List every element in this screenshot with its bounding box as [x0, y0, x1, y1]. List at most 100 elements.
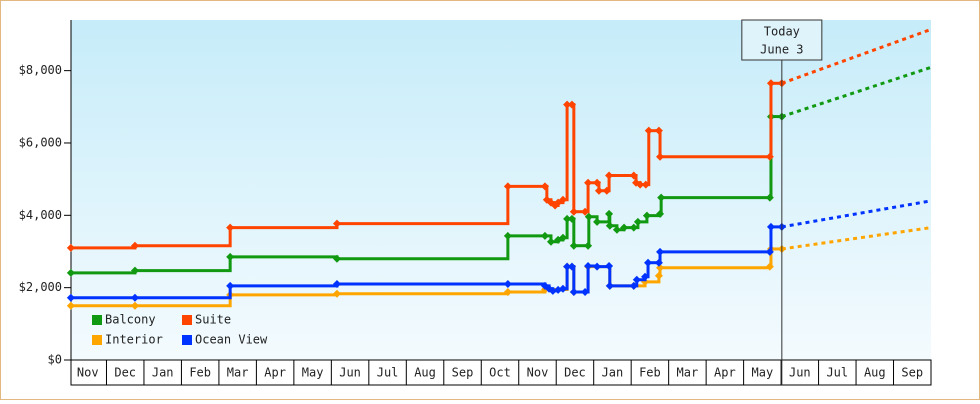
y-tick-label: $2,000	[19, 280, 62, 294]
point	[66, 301, 75, 310]
point	[567, 100, 576, 109]
x-tick-label: Mar	[677, 366, 699, 380]
point	[605, 281, 614, 290]
legend-swatch	[92, 335, 102, 345]
x-tick-label: Jun	[789, 366, 811, 380]
legend-swatch	[182, 335, 192, 345]
point	[602, 186, 611, 195]
y-tick-label: $6,000	[19, 135, 62, 149]
point	[563, 262, 572, 271]
point	[636, 180, 645, 189]
legend-swatch	[92, 315, 102, 325]
x-tick-label: Jul	[377, 366, 399, 380]
point	[130, 293, 139, 302]
point	[558, 284, 567, 293]
point	[605, 171, 614, 180]
x-tick-label: Aug	[414, 366, 436, 380]
x-tick-label: Oct	[489, 366, 511, 380]
point	[593, 217, 602, 226]
point	[629, 281, 638, 290]
point	[629, 223, 638, 232]
point	[226, 252, 235, 261]
today-label: June 3	[760, 43, 803, 57]
series-line	[660, 266, 772, 270]
x-tick-label: May	[752, 366, 774, 380]
point	[765, 262, 774, 271]
today-label: Today	[764, 25, 800, 39]
point	[567, 262, 576, 271]
point	[593, 178, 602, 187]
projection-line	[781, 65, 932, 118]
point	[654, 271, 663, 280]
x-tick-label: Sep	[901, 366, 923, 380]
point	[503, 288, 512, 296]
point	[548, 286, 557, 295]
point	[563, 214, 572, 223]
point	[644, 258, 653, 267]
point	[656, 152, 665, 161]
x-tick-label: Dec	[564, 366, 586, 380]
point	[558, 195, 567, 204]
legend-label: Interior	[105, 333, 163, 347]
series-line	[769, 83, 773, 159]
point	[130, 241, 139, 250]
point	[332, 219, 341, 228]
point	[569, 207, 578, 216]
point	[620, 223, 629, 232]
point	[605, 261, 614, 270]
point	[593, 262, 602, 271]
projection-line	[781, 199, 932, 229]
point	[66, 243, 75, 252]
series-line	[658, 129, 662, 157]
point	[657, 193, 666, 202]
x-tick-label: Apr	[264, 366, 286, 380]
point	[612, 225, 621, 234]
point	[632, 275, 641, 284]
point	[584, 241, 593, 250]
point	[563, 100, 572, 109]
series-line	[336, 186, 510, 226]
series-line	[587, 216, 591, 248]
point	[765, 193, 774, 202]
point	[633, 217, 642, 226]
point	[540, 182, 549, 191]
today-box	[741, 19, 823, 61]
y-tick-label: $4,000	[19, 208, 62, 222]
point	[605, 221, 614, 230]
point	[765, 247, 774, 256]
plot-area	[71, 20, 931, 360]
x-tick-label: Feb	[189, 366, 211, 380]
point	[641, 272, 650, 281]
series-line	[134, 227, 232, 248]
x-tick-label: Sep	[452, 366, 474, 380]
series-line	[336, 235, 510, 261]
point	[503, 280, 512, 289]
point	[642, 211, 651, 220]
point	[766, 79, 775, 88]
point	[226, 281, 235, 290]
point	[644, 126, 653, 135]
point	[130, 266, 139, 275]
point	[332, 254, 341, 263]
y-tick-label: $0	[48, 353, 62, 367]
legend-swatch	[182, 315, 192, 325]
point	[765, 152, 774, 161]
projection-line	[781, 27, 932, 85]
point	[130, 301, 139, 310]
point	[503, 182, 512, 191]
point	[584, 212, 593, 221]
point	[594, 186, 603, 195]
legend-label: Ocean View	[195, 333, 268, 347]
x-tick-label: Jan	[602, 366, 624, 380]
projection-line	[781, 226, 932, 251]
x-tick-label: Jul	[826, 366, 848, 380]
point	[569, 288, 578, 296]
point	[605, 209, 614, 218]
y-tick-label: $8,000	[19, 63, 62, 77]
point	[226, 223, 235, 232]
x-tick-label: Nov	[77, 366, 99, 380]
point	[332, 280, 341, 289]
point	[66, 268, 75, 277]
series-line	[134, 256, 232, 273]
